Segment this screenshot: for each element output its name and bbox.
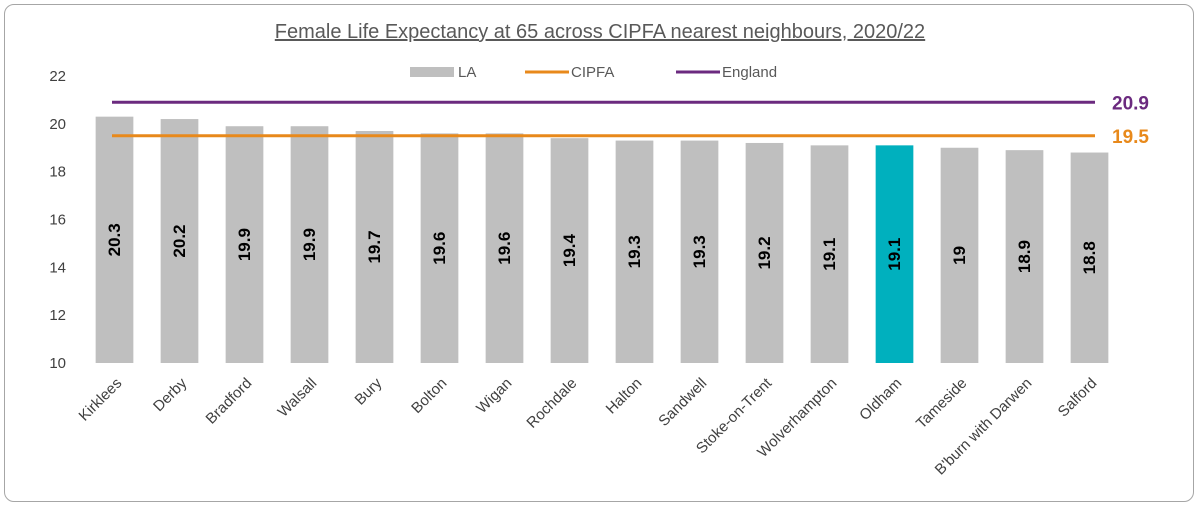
bar-value-label: 19.9: [300, 228, 319, 261]
bar-b-burn-with-darwen: [1005, 150, 1044, 363]
y-tick-label: 16: [49, 212, 66, 229]
x-tick-label: Wigan: [473, 375, 515, 417]
chart-frame: [4, 4, 1194, 502]
x-tick-label: Bradford: [203, 375, 256, 428]
y-tick-label: 12: [49, 307, 66, 324]
bar-kirklees: [95, 116, 134, 364]
x-tick-label: Rochdale: [523, 375, 580, 432]
bar-value-label: 19.7: [365, 230, 384, 263]
bar-value-label: 20.2: [170, 224, 189, 257]
x-tick-label: Oldham: [856, 375, 905, 424]
x-tick-label: Bolton: [408, 375, 450, 417]
bar-value-label: 19.9: [235, 228, 254, 261]
y-tick-label: 14: [49, 259, 66, 276]
bar-value-label: 19.6: [430, 232, 449, 265]
bar-stoke-on-trent: [745, 142, 784, 363]
x-tick-label: Walsall: [275, 375, 321, 421]
bar-walsall: [290, 126, 329, 363]
bar-value-label: 19.3: [625, 235, 644, 268]
x-tick-label: Kirklees: [76, 375, 126, 425]
chart-title: Female Life Expectancy at 65 across CIPF…: [275, 21, 925, 43]
bar-value-label: 18.9: [1015, 240, 1034, 273]
y-tick-label: 18: [49, 164, 66, 181]
x-tick-label: Sandwell: [655, 375, 710, 430]
legend-label-la: LA: [458, 64, 476, 81]
bar-value-label: 19.3: [690, 235, 709, 268]
bars: 20.3 20.2 19.9 19.9 19.7 19.6 19.6 19.4 19.3 19.3…: [95, 116, 1109, 364]
y-axis: 10 12 14 16 18 20 22: [49, 68, 66, 372]
bar-value-label: 18.8: [1080, 241, 1099, 274]
bar-value-label: 19.1: [885, 238, 904, 271]
bar-tameside: [940, 147, 979, 363]
legend: LA CIPFA England: [410, 64, 777, 81]
y-tick-label: 20: [49, 116, 66, 133]
cipfa-value-label: 19.5: [1112, 127, 1149, 148]
bar-salford: [1070, 152, 1109, 363]
bar-halton: [615, 140, 654, 363]
bar-wolverhampton: [810, 145, 849, 363]
bar-value-label: 19: [950, 246, 969, 265]
reference-lines: 19.5 20.9: [112, 93, 1149, 148]
bar-value-label: 19.1: [820, 238, 839, 271]
x-axis: Kirklees Derby Bradford Walsall Bury Bolton Wi…: [76, 374, 1101, 478]
bar-bolton: [420, 133, 459, 363]
bar-bradford: [225, 126, 264, 363]
x-tick-label: Halton: [603, 375, 646, 418]
bar-oldham: [875, 145, 914, 363]
bar-value-label: 20.3: [105, 223, 124, 256]
x-tick-label: Tameside: [913, 375, 970, 432]
y-tick-label: 10: [49, 355, 66, 372]
bar-rochdale: [550, 138, 589, 363]
england-value-label: 20.9: [1112, 93, 1149, 114]
bar-wigan: [485, 133, 524, 363]
bar-sandwell: [680, 140, 719, 363]
legend-label-england: England: [722, 64, 777, 81]
y-tick-label: 22: [49, 68, 66, 85]
legend-label-cipfa: CIPFA: [571, 64, 614, 81]
x-tick-label: Salford: [1055, 375, 1101, 421]
legend-swatch-la: [410, 67, 454, 77]
bar-value-label: 19.4: [560, 234, 579, 268]
bar-derby: [160, 119, 199, 363]
x-tick-label: Bury: [351, 374, 385, 408]
bar-value-label: 19.6: [495, 232, 514, 265]
x-tick-label: Derby: [150, 374, 191, 415]
bar-bury: [355, 131, 394, 363]
bar-value-label: 19.2: [755, 236, 774, 269]
